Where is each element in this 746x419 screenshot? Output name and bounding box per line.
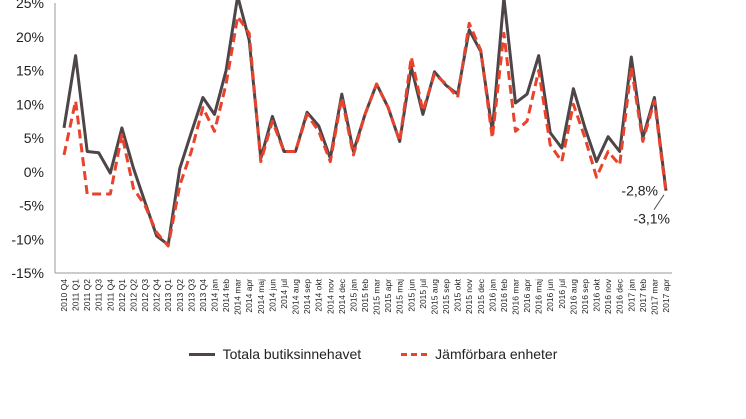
y-tick-label: -10% [11,231,44,247]
x-tick-label: 2014 okt [314,278,324,311]
x-tick-label: 2017 apr [661,279,671,313]
x-tick-label: 2014 apr [244,279,254,313]
x-tick-label: 2013 Q3 [186,279,196,312]
legend-label-comparable: Jämförbara enheter [435,346,558,362]
x-tick-label: 2010 Q4 [59,279,69,312]
x-tick-label: 2011 Q3 [94,279,104,311]
x-tick-label: 2016 nov [603,278,613,314]
x-tick-label: 2016 jun [545,279,555,312]
annotation-leader-line [653,194,665,210]
x-tick-label: 2016 apr [522,279,532,313]
x-tick-label: 2015 apr [383,279,393,313]
x-tick-label: 2012 Q3 [140,279,150,312]
x-tick-label: 2015 sep [441,279,451,314]
legend-label-total: Totala butiksinnehavet [222,346,362,362]
x-tick-label: 2011 Q2 [82,279,92,311]
y-tick-label: 5% [24,130,44,146]
x-tick-label: 2015 feb [360,279,370,312]
legend-swatch-total [188,352,215,356]
x-tick-label: 2016 feb [499,279,509,312]
x-tick-label: 2016 sep [580,279,590,314]
x-tick-label: 2016 jul [557,279,567,309]
x-tick-label: 2014 jun [267,279,277,312]
legend: Totala butiksinnehavet Jämförbara enhete… [0,346,746,362]
x-tick-label: 2017 jan [626,279,636,312]
series-line-comparable [62,15,668,248]
x-tick-label: 2013 Q1 [163,279,173,312]
y-tick-label: 0% [24,164,44,180]
y-axis: -15% -10% -5% 0% 5% 10% 15% 20% 25% [11,0,44,281]
x-tick-label: 2015 jun [406,279,416,312]
x-tick-label: 2016 okt [592,278,602,311]
x-tick-label: 2014 jul [279,279,289,309]
y-tick-label: 10% [16,96,44,112]
annotations: -2,8% -3,1% [621,183,670,227]
annotation-comparable-last: -3,1% [633,211,670,227]
x-tick-label: 2013 Q4 [198,279,208,312]
x-tick-label: 2015 okt [453,278,463,311]
y-tick-label: 20% [16,29,44,45]
x-tick-label: 2016 mar [511,279,521,315]
x-tick-label: 2014 nov [325,278,335,314]
x-tick-label: 2016 jan [487,279,497,312]
x-tick-label: 2015 maj [395,279,405,314]
x-tick-label: 2017 feb [638,279,648,312]
y-tick-label: -15% [11,265,44,281]
x-tick-label: 2014 mar [233,279,243,315]
x-tick-label: 2014 dec [337,278,347,314]
y-tick-label: -5% [19,198,44,214]
x-tick-label: 2014 feb [221,279,231,312]
x-tick-label: 2014 sep [302,279,312,314]
x-tick-label: 2012 Q4 [152,279,162,312]
x-tick-label: 2015 dec [476,278,486,314]
x-tick-label: 2014 maj [256,279,266,314]
x-tick-label: 2014 jan [210,279,220,312]
series-lines [62,0,668,248]
legend-item-comparable: Jämförbara enheter [401,346,557,362]
x-tick-label: 2015 aug [429,279,439,315]
x-axis: 2010 Q4 2011 Q1 2011 Q2 2011 Q3 2011 Q4 2012 … [59,278,671,315]
x-tick-label: 2012 Q2 [128,279,138,312]
x-tick-label: 2011 Q1 [71,279,81,311]
legend-item-total: Totala butiksinnehavet [188,346,362,362]
x-tick-label: 2013 Q2 [175,279,185,312]
series-line-total [62,0,668,247]
x-tick-label: 2015 nov [464,278,474,314]
legend-swatch-comparable [401,352,428,356]
x-tick-label: 2015 jan [348,279,358,312]
x-tick-label: 2017 mar [649,279,659,315]
y-tick-label: 25% [16,0,44,11]
x-tick-label: 2015 jul [418,279,428,309]
x-tick-label: 2016 maj [534,279,544,314]
x-tick-label: 2014 aug [291,279,301,315]
y-tick-label: 15% [16,63,44,79]
x-tick-label: 2015 mar [372,279,382,315]
x-tick-label: 2011 Q4 [105,279,115,311]
annotation-total-last: -2,8% [621,183,658,199]
x-tick-label: 2016 dec [615,278,625,314]
x-tick-label: 2016 aug [568,279,578,315]
x-tick-label: 2012 Q1 [117,279,127,312]
